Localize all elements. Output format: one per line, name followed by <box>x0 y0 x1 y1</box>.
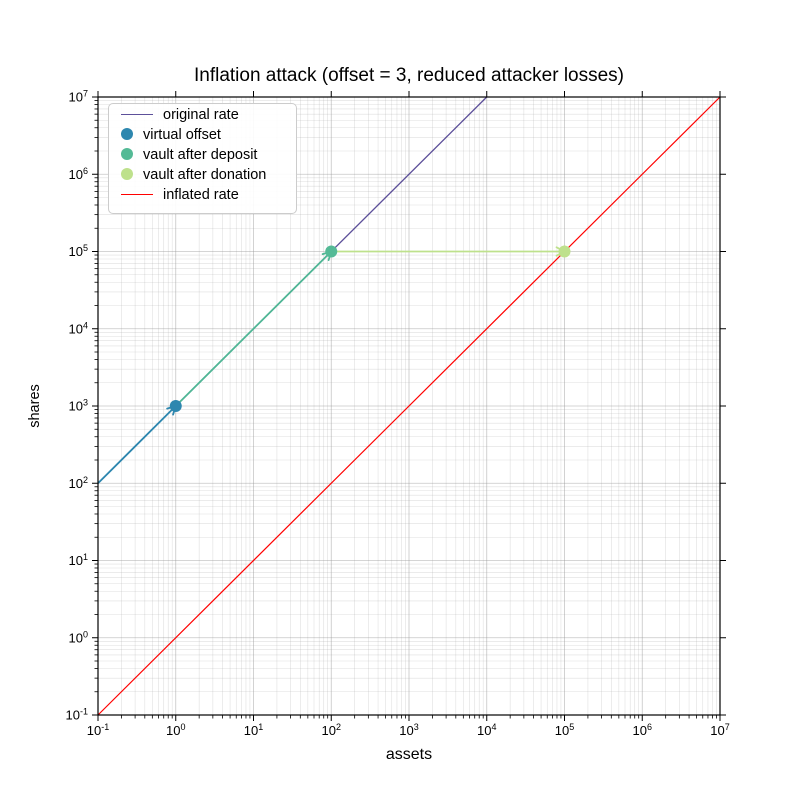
svg-text:assets: assets <box>386 746 432 763</box>
svg-text:shares: shares <box>27 384 43 428</box>
svg-text:Inflation attack (offset = 3,: Inflation attack (offset = 3, reduced at… <box>194 65 624 86</box>
